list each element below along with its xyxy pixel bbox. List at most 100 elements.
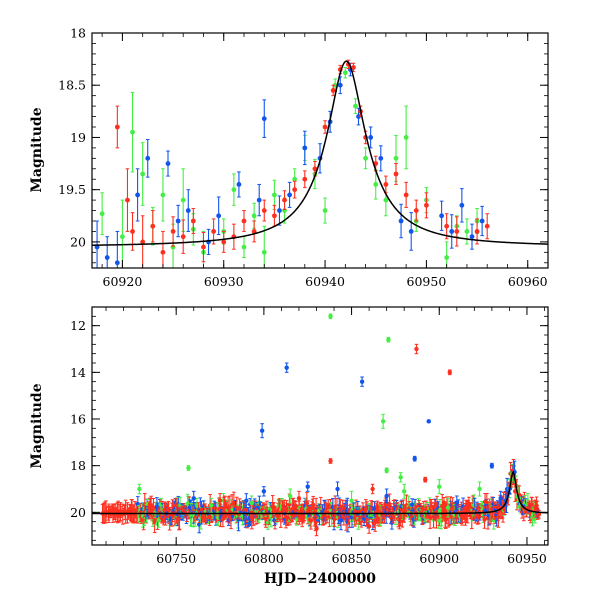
top-panel-zoomed-lightcurve: 60920 60930 60940 60950 609601818.51919.520 … — [29, 26, 549, 289]
data-point-blue — [206, 228, 211, 255]
data-point-red — [272, 204, 277, 227]
data-point-blue — [114, 230, 120, 268]
data-point-red — [282, 190, 287, 211]
top-y-axis-label: Magnitude — [29, 107, 45, 192]
data-point-blue — [454, 495, 459, 511]
data-point-red — [447, 369, 452, 376]
data-point-red — [302, 170, 308, 189]
data-point-red — [241, 210, 247, 232]
data-point-green — [363, 147, 368, 170]
x-tick-label: 60950 — [407, 274, 447, 289]
x-tick-label: 60800 — [244, 551, 284, 566]
data-point-red — [403, 181, 409, 208]
data-point-blue — [384, 488, 389, 504]
x-tick-label: 60930 — [204, 274, 244, 289]
data-point-red — [330, 84, 336, 97]
data-point-green — [328, 313, 333, 320]
data-point-blue — [479, 205, 485, 237]
data-point-blue — [191, 490, 196, 506]
data-point-red — [328, 458, 333, 464]
data-point-red — [314, 521, 319, 537]
data-point-green — [209, 497, 214, 513]
data-point-green — [386, 336, 391, 343]
data-point-green — [384, 467, 389, 474]
data-point-red — [170, 216, 176, 247]
data-point-green — [261, 225, 267, 268]
data-point-red — [190, 207, 196, 235]
data-point-green — [287, 488, 293, 504]
data-point-green — [99, 192, 105, 236]
bottom-panel-full-lightcurve: 60750 60800 60850 60900 60950 12 14 16 18 20 Magn… — [29, 306, 549, 587]
data-point-blue — [135, 168, 141, 222]
data-point-blue — [359, 376, 365, 387]
data-point-red — [125, 168, 130, 232]
bottom-plot-frame — [91, 306, 549, 546]
data-point-blue — [94, 220, 100, 268]
y-tick-label: 20 — [70, 234, 86, 249]
data-point-red — [296, 490, 302, 506]
data-point-green — [231, 173, 237, 206]
bottom-x-axis-label: HJD−2400000 — [264, 571, 376, 587]
data-point-blue — [244, 493, 249, 509]
data-point-red — [370, 483, 375, 495]
data-point-blue — [175, 204, 181, 238]
data-point-red — [201, 231, 206, 263]
y-tick-label: 19 — [70, 130, 86, 145]
data-point-red — [413, 199, 419, 222]
data-point-green — [186, 465, 191, 471]
data-point-green — [160, 168, 166, 222]
data-point-green — [241, 236, 247, 259]
data-point-green — [464, 218, 470, 245]
y-tick-label: 16 — [70, 412, 86, 427]
data-point-red — [150, 210, 156, 243]
data-point-blue — [216, 196, 222, 236]
bottom-y-axis-label: Magnitude — [29, 383, 45, 468]
data-point-green — [373, 169, 379, 200]
data-point-red — [484, 213, 490, 240]
data-point-blue — [449, 214, 455, 249]
data-point-blue — [398, 203, 404, 239]
data-point-red — [261, 199, 267, 222]
x-tick-label: 60960 — [508, 274, 548, 289]
data-point-red — [454, 216, 460, 247]
data-point-blue — [368, 126, 374, 149]
data-point-blue — [498, 490, 503, 506]
data-point-blue — [378, 145, 384, 172]
data-point-red — [217, 493, 223, 509]
data-point-blue — [412, 455, 417, 462]
data-point-green — [380, 413, 386, 429]
data-point-blue — [408, 212, 414, 251]
y-tick-label: 18.5 — [58, 78, 86, 93]
x-tick-label: 60920 — [103, 274, 143, 289]
data-point-green — [353, 98, 358, 114]
data-point-red — [414, 343, 419, 355]
data-point-blue — [104, 236, 110, 268]
model-fit-curve — [92, 470, 548, 515]
model-fit-curve — [92, 60, 548, 246]
top-plot-frame — [91, 32, 549, 269]
data-point-blue — [284, 362, 289, 373]
data-point-blue — [335, 481, 340, 497]
data-point-green — [437, 479, 442, 495]
data-point-green — [398, 472, 403, 483]
data-point-blue — [459, 188, 465, 223]
data-point-blue — [302, 130, 308, 166]
data-point-blue — [145, 139, 151, 178]
data-point-blue — [256, 183, 262, 217]
x-tick-label: 60950 — [507, 551, 547, 566]
data-point-blue — [261, 486, 267, 497]
x-tick-label: 60900 — [419, 551, 459, 566]
data-point-blue — [165, 150, 171, 177]
data-point-blue — [259, 423, 265, 439]
y-tick-label: 12 — [70, 318, 86, 333]
x-tick-label: 60750 — [156, 551, 196, 566]
y-tick-label: 14 — [70, 365, 86, 380]
data-point-red — [351, 62, 356, 73]
data-point-red — [292, 180, 298, 199]
data-point-green — [477, 481, 482, 497]
data-point-red — [424, 192, 429, 219]
data-point-red — [221, 230, 227, 253]
data-point-green — [342, 66, 348, 79]
data-point-green — [249, 495, 254, 511]
data-point-red — [393, 163, 399, 185]
